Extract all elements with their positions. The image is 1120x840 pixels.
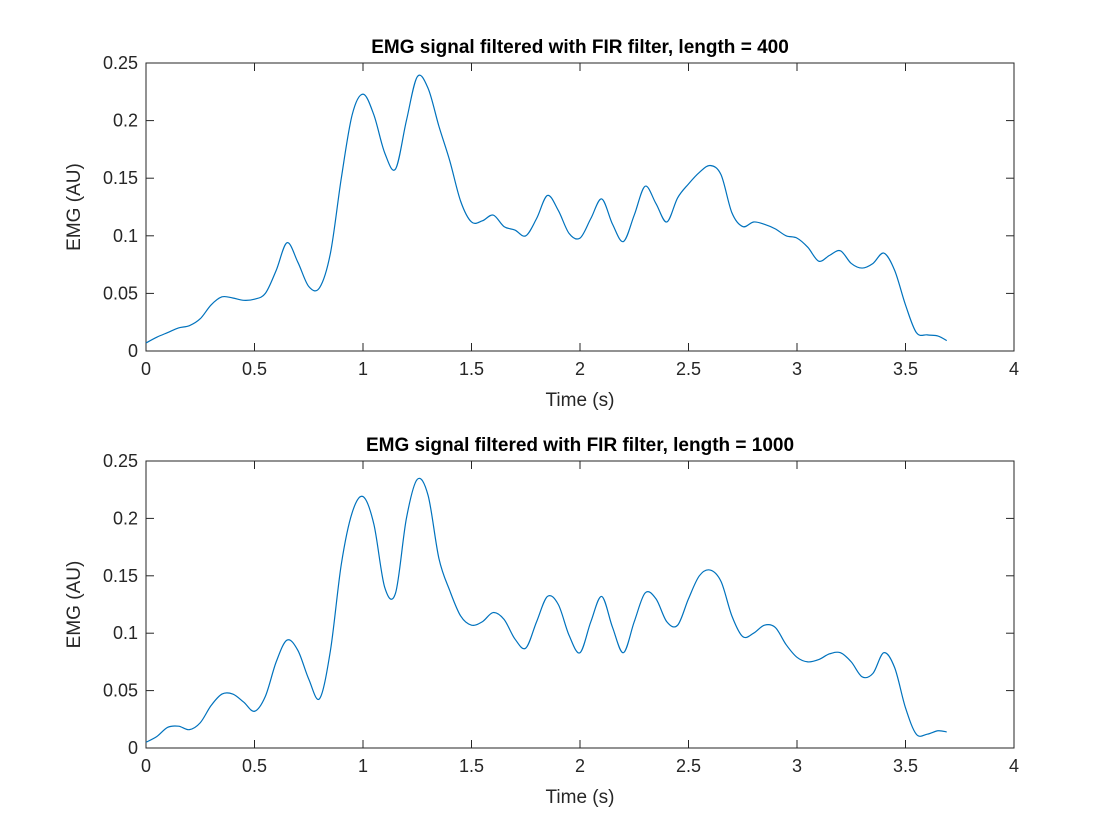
y-tick-label: 0.05 (103, 681, 138, 701)
emg-series-line (145, 477, 947, 743)
x-tick-label: 3.5 (893, 359, 918, 379)
x-tick-label: 2 (575, 756, 585, 776)
y-tick-label: 0.15 (103, 566, 138, 586)
subplot-top: 0 0.5 1 1.5 2 2.5 3 3.5 4 0 0.05 0.1 0.15 0.2 0.25 EM… (64, 37, 1019, 411)
y-tick-label: 0.1 (113, 623, 138, 643)
plot-area (145, 460, 1015, 749)
x-tick-label: 1.5 (459, 359, 484, 379)
y-tick-label: 0 (128, 738, 138, 758)
x-tick-label: 0 (141, 359, 151, 379)
y-tick-label: 0.2 (113, 508, 138, 528)
x-tick-label: 0.5 (242, 359, 267, 379)
x-tick-label: 3.5 (893, 756, 918, 776)
x-tick-label: 0 (141, 756, 151, 776)
x-tick-label: 2 (575, 359, 585, 379)
x-tick-label: 1 (358, 756, 368, 776)
x-tick-label: 4 (1009, 756, 1019, 776)
x-tick-label: 4 (1009, 359, 1019, 379)
x-axis-label: Time (s) (546, 390, 615, 411)
y-tick-label: 0.15 (103, 168, 138, 188)
chart-title: EMG signal filtered with FIR filter, len… (366, 435, 794, 456)
y-tick-label: 0.25 (103, 53, 138, 73)
y-tick-label: 0.2 (113, 111, 138, 131)
y-tick-label: 0 (128, 341, 138, 361)
emg-series-line (145, 74, 948, 344)
y-tick-label: 0.1 (113, 226, 138, 246)
x-axis: 0 0.5 1 1.5 2 2.5 3 3.5 4 (141, 63, 1019, 379)
x-tick-label: 2.5 (676, 756, 701, 776)
x-tick-label: 3 (792, 359, 802, 379)
x-tick-label: 2.5 (676, 359, 701, 379)
y-tick-label: 0.25 (103, 451, 138, 471)
y-axis: 0 0.05 0.1 0.15 0.2 0.25 (103, 451, 1014, 758)
y-axis-label: EMG (AU) (64, 163, 85, 251)
x-tick-label: 3 (792, 756, 802, 776)
x-tick-label: 1 (358, 359, 368, 379)
y-tick-label: 0.05 (103, 283, 138, 303)
x-axis: 0 0.5 1 1.5 2 2.5 3 3.5 4 (141, 461, 1019, 776)
y-axis: 0 0.05 0.1 0.15 0.2 0.25 (103, 53, 1014, 361)
x-tick-label: 1.5 (459, 756, 484, 776)
x-tick-label: 0.5 (242, 756, 267, 776)
chart-title: EMG signal filtered with FIR filter, len… (371, 37, 789, 58)
subplot-bottom: 0 0.5 1 1.5 2 2.5 3 3.5 4 0 0.05 0.1 0.15 0.2 0.25 EM… (64, 435, 1019, 808)
y-axis-label: EMG (AU) (64, 561, 85, 649)
plot-area (145, 62, 1015, 352)
x-axis-label: Time (s) (546, 787, 615, 808)
